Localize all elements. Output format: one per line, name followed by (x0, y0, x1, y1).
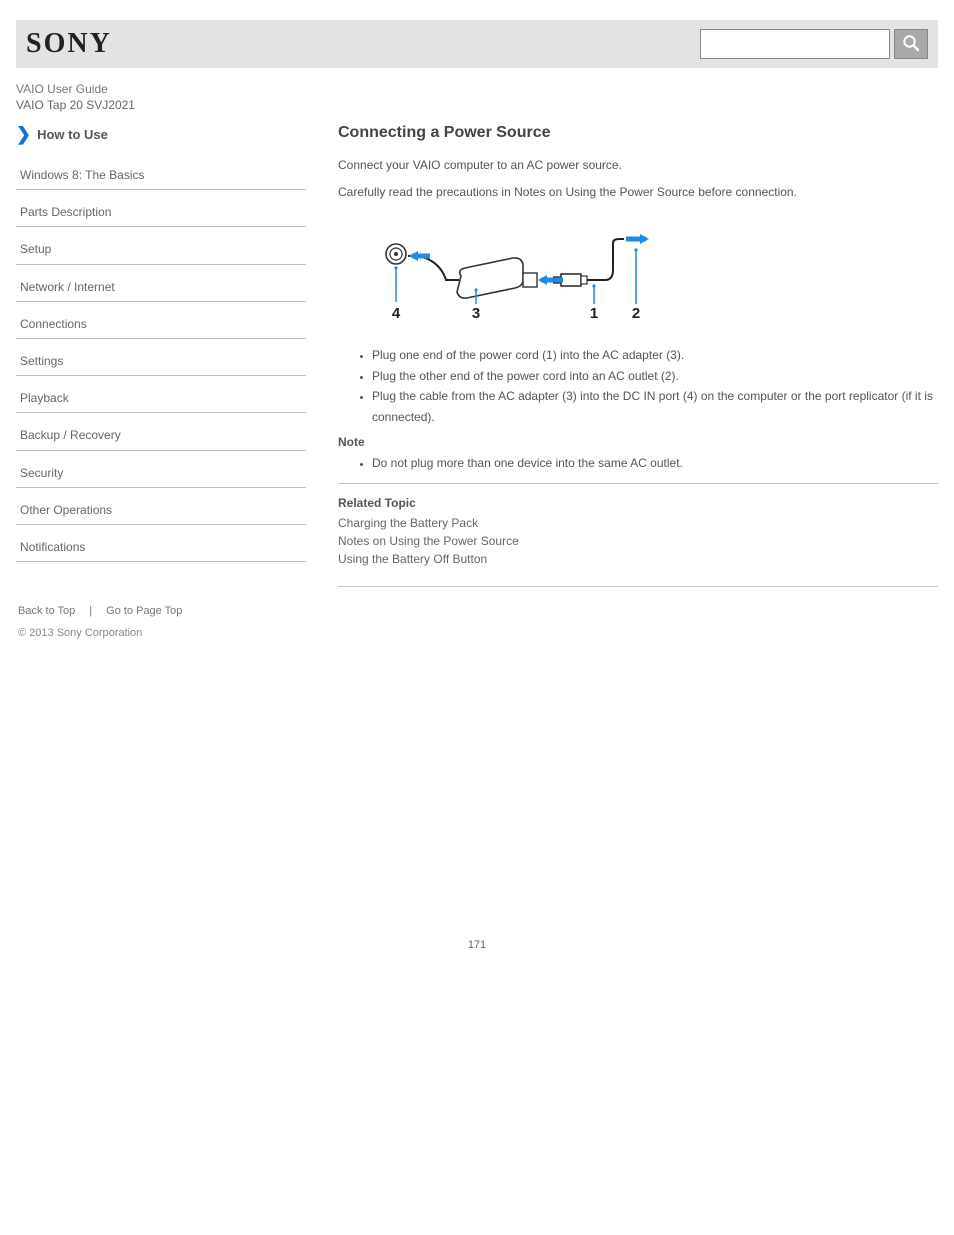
go-to-page-top-link[interactable]: Go to Page Top (106, 605, 182, 617)
sidebar-item-windows8[interactable]: Windows 8: The Basics (16, 153, 306, 190)
related-link-3[interactable]: Using the Battery Off Button (338, 552, 938, 566)
intro-1: Connect your VAIO computer to an AC powe… (338, 156, 938, 175)
step-2: Plug the other end of the power cord int… (372, 366, 938, 386)
sidebar-item-notifications[interactable]: Notifications (16, 525, 306, 562)
chevron-right-icon: ❯ (16, 124, 31, 145)
sidebar-item-network[interactable]: Network / Internet (16, 265, 306, 302)
sony-logo: SONY (26, 28, 112, 60)
svg-text:3: 3 (472, 305, 480, 322)
sidebar-item-settings[interactable]: Settings (16, 339, 306, 376)
sidebar-item-setup[interactable]: Setup (16, 227, 306, 264)
sidebar-nav: Windows 8: The Basics Parts Description … (16, 153, 306, 562)
howto-header[interactable]: ❯ How to Use (16, 124, 306, 145)
related-topics: Related Topic Charging the Battery Pack … (338, 496, 938, 566)
intro-2: Carefully read the precautions in Notes … (338, 183, 938, 202)
sidebar-item-playback[interactable]: Playback (16, 376, 306, 413)
search-button[interactable] (894, 29, 928, 59)
search (700, 29, 928, 59)
related-link-1[interactable]: Charging the Battery Pack (338, 516, 938, 530)
header-bar: SONY (16, 20, 938, 68)
steps-list: Plug one end of the power cord (1) into … (372, 345, 938, 427)
svg-text:4: 4 (392, 305, 401, 322)
howto-label: How to Use (37, 127, 108, 142)
sidebar-item-other[interactable]: Other Operations (16, 488, 306, 525)
step-1: Plug one end of the power cord (1) into … (372, 345, 938, 365)
search-icon (902, 34, 920, 55)
back-to-top-link[interactable]: Back to Top (18, 605, 75, 617)
note-header: Note (338, 435, 938, 449)
power-diagram: 4 3 1 2 (356, 224, 938, 327)
related-link-2[interactable]: Notes on Using the Power Source (338, 534, 938, 548)
note-1: Do not plug more than one device into th… (372, 453, 938, 473)
sidebar-item-security[interactable]: Security (16, 451, 306, 488)
divider-bottom (338, 586, 938, 587)
related-header: Related Topic (338, 496, 938, 510)
footer-sep: | (89, 605, 92, 617)
footer-links: Back to Top | Go to Page Top (16, 605, 938, 617)
divider (338, 483, 938, 484)
sidebar: ❯ How to Use Windows 8: The Basics Parts… (16, 124, 306, 587)
sidebar-item-backup[interactable]: Backup / Recovery (16, 413, 306, 450)
doc-meta: VAIO User Guide (16, 82, 938, 96)
svg-text:2: 2 (632, 305, 640, 322)
sidebar-item-connections[interactable]: Connections (16, 302, 306, 339)
step-3: Plug the cable from the AC adapter (3) i… (372, 386, 938, 427)
page-number: 171 (16, 939, 938, 951)
doc-model: VAIO Tap 20 SVJ2021 (16, 98, 938, 112)
page-title: Connecting a Power Source (338, 124, 938, 142)
svg-text:1: 1 (590, 305, 598, 322)
search-input[interactable] (700, 29, 890, 59)
notes-list: Do not plug more than one device into th… (372, 453, 938, 473)
copyright: © 2013 Sony Corporation (16, 627, 938, 639)
content: Connecting a Power Source Connect your V… (306, 124, 938, 587)
sidebar-item-parts[interactable]: Parts Description (16, 190, 306, 227)
